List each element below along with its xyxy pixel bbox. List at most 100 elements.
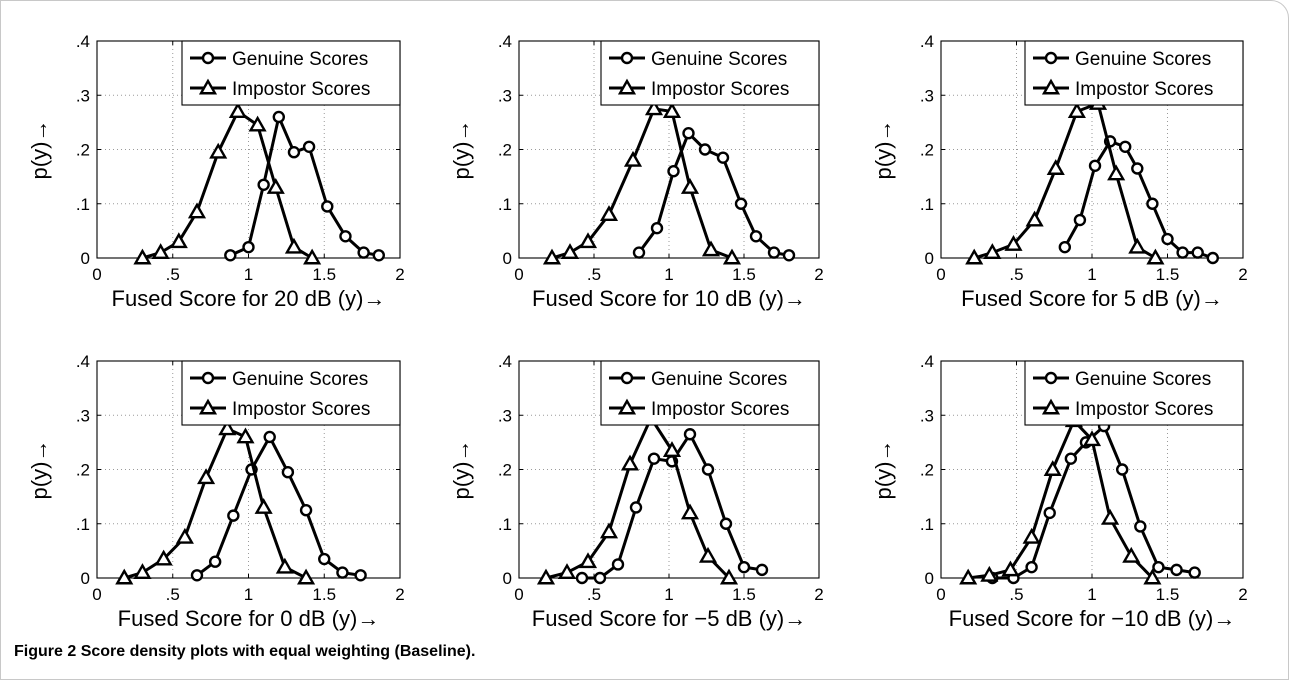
x-tick-label: .5: [1009, 585, 1023, 604]
impostor-data-point: [133, 248, 152, 265]
impostor-data-point: [1004, 235, 1023, 251]
impostor-series-line: [141, 110, 313, 260]
genuine-data-point: [1170, 563, 1183, 577]
y-tick-label: .1: [920, 195, 934, 214]
y-tick-label: .1: [498, 195, 512, 214]
genuine-data-point: [224, 249, 237, 262]
y-axis-label: p(y)→: [871, 120, 896, 180]
x-tick-label: 0: [514, 265, 523, 284]
genuine-data-point: [1073, 213, 1087, 227]
genuine-data-point: [1025, 560, 1038, 574]
genuine-data-point: [339, 230, 352, 243]
x-axis-label: Fused Score for −10 dB (y)→: [949, 606, 1236, 631]
y-tick-label: .3: [498, 86, 512, 105]
y-axis-label: p(y)→: [449, 440, 474, 500]
impostor-data-point: [959, 568, 978, 585]
legend-label: Impostor Scores: [232, 399, 370, 420]
y-axis-label: p(y)→: [449, 120, 474, 180]
genuine-data-point: [1206, 251, 1220, 265]
y-tick-label: 0: [81, 569, 90, 588]
x-tick-label: .5: [166, 585, 180, 604]
genuine-data-point: [1088, 159, 1102, 172]
impostor-data-point: [1128, 237, 1147, 254]
impostor-data-point: [1122, 546, 1141, 563]
x-axis-label: Fused Score for −5 dB (y)→: [532, 606, 807, 631]
legend-label: Impostor Scores: [1075, 399, 1213, 420]
impostor-data-point: [680, 178, 700, 194]
genuine-series-line: [229, 115, 380, 257]
y-tick-label: .1: [498, 515, 512, 534]
legend: Genuine Scores Impostor Scores: [181, 360, 401, 426]
x-tick-label: 2: [814, 265, 823, 284]
legend-box: [1024, 40, 1244, 106]
genuine-data-point: [737, 560, 751, 574]
y-axis-label: p(y)→: [871, 440, 896, 500]
circle-marker-icon: [620, 51, 634, 65]
impostor-data-point: [578, 232, 598, 249]
impostor-data-point: [303, 248, 322, 265]
legend-box: [1024, 360, 1244, 426]
circle-marker-icon: [1044, 371, 1058, 385]
genuine-data-point: [357, 246, 370, 259]
genuine-data-point: [667, 164, 680, 178]
x-tick-label: 1: [244, 265, 253, 284]
legend: Genuine Scores Impostor Scores: [600, 40, 820, 106]
genuine-data-point: [698, 143, 712, 156]
y-tick-label: .2: [76, 141, 90, 160]
genuine-data-point: [1176, 246, 1189, 259]
legend-label: Genuine Scores: [232, 49, 368, 70]
impostor-data-point: [297, 568, 316, 585]
x-tick-label: 1.5: [312, 265, 336, 284]
legend-label: Genuine Scores: [651, 369, 787, 390]
legend: Genuine Scores Impostor Scores: [1024, 360, 1244, 426]
impostor-data-point: [599, 205, 619, 222]
impostor-data-point: [599, 522, 619, 539]
genuine-data-point: [1161, 232, 1174, 246]
y-tick-label: .2: [498, 141, 512, 160]
genuine-data-point: [629, 501, 643, 514]
impostor-data-point: [698, 546, 718, 563]
y-tick-label: 0: [925, 569, 934, 588]
impostor-data-point: [1101, 508, 1120, 525]
y-tick-label: .3: [76, 86, 90, 105]
x-tick-label: 2: [814, 585, 823, 604]
legend: Genuine Scores Impostor Scores: [181, 40, 401, 106]
x-tick-label: 1: [1087, 585, 1096, 604]
genuine-series-line: [637, 131, 790, 257]
y-tick-label: .4: [920, 32, 934, 51]
circle-marker-icon: [201, 51, 215, 65]
x-axis-label: Fused Score for 5 dB (y)→: [961, 286, 1223, 311]
impostor-data-point: [209, 142, 228, 159]
legend-label: Genuine Scores: [232, 369, 368, 390]
genuine-data-point: [593, 571, 607, 585]
x-axis-label: Fused Score for 10 dB (y)→: [532, 286, 806, 311]
impostor-data-point: [965, 248, 984, 265]
impostor-data-point: [560, 243, 580, 260]
chart-panel: 0 .5 1 1.5 2 0 .1 .2 .3 .4 Fused Score for 10 dB (…: [449, 32, 824, 311]
legend: Genuine Scores Impostor Scores: [1024, 40, 1244, 106]
impostor-data-point: [983, 243, 1002, 260]
impostor-series-line: [551, 107, 733, 260]
genuine-data-point: [1115, 463, 1129, 476]
y-tick-label: .1: [920, 515, 934, 534]
legend-label: Impostor Scores: [1075, 79, 1213, 100]
genuine-data-point: [716, 151, 730, 164]
impostor-data-point: [115, 568, 134, 585]
impostor-data-point: [542, 248, 562, 265]
y-tick-label: .2: [498, 461, 512, 480]
x-tick-label: 1: [244, 585, 253, 604]
legend-box: [600, 40, 820, 106]
genuine-data-point: [1146, 197, 1159, 210]
circle-marker-icon: [201, 371, 215, 385]
genuine-data-point: [1131, 162, 1144, 175]
x-tick-label: 1.5: [732, 585, 756, 604]
impostor-data-point: [218, 419, 237, 436]
triangle-marker-icon: [617, 78, 637, 95]
impostor-data-point: [1067, 102, 1086, 118]
genuine-data-point: [782, 249, 796, 262]
genuine-data-point: [336, 566, 349, 579]
y-tick-label: .3: [498, 406, 512, 425]
legend-box: [181, 360, 401, 426]
